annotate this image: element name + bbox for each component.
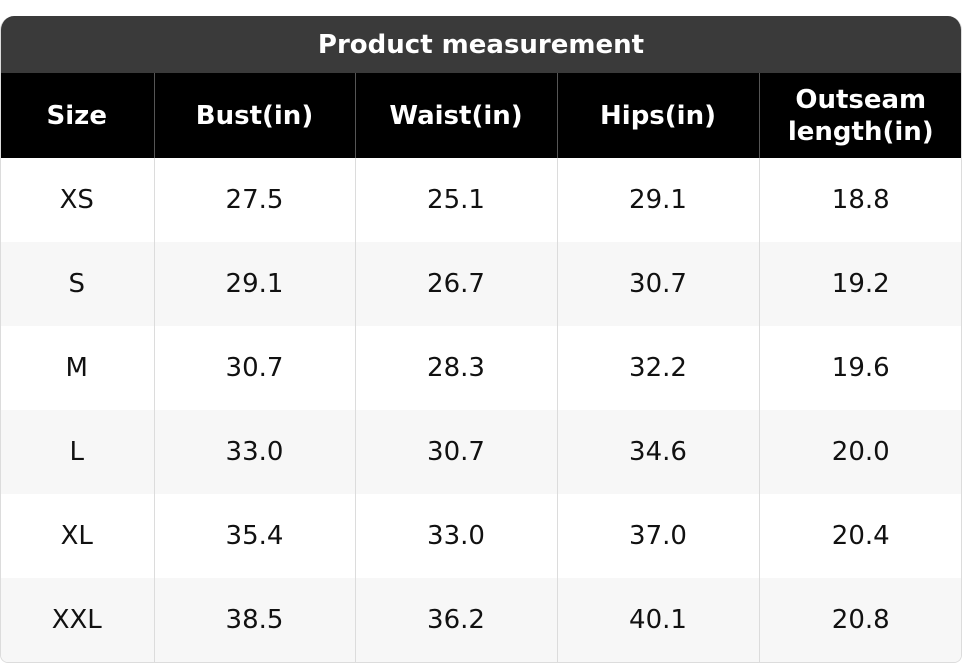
- table-row: XXL 38.5 36.2 40.1 20.8: [1, 578, 961, 662]
- measurement-cell: 20.8: [758, 578, 961, 662]
- measurement-cell: 32.2: [556, 326, 759, 410]
- measurement-cell: 19.6: [758, 326, 961, 410]
- measurement-cell: 36.2: [354, 578, 557, 662]
- measurement-cell: 27.5: [153, 158, 355, 242]
- measurement-cell: 30.7: [556, 242, 759, 326]
- measurement-cell: 25.1: [354, 158, 557, 242]
- size-cell: M: [65, 353, 88, 383]
- measurement-cell: 29.1: [556, 158, 759, 242]
- measurement-cell: 30.7: [153, 326, 355, 410]
- measurement-cell: 28.3: [354, 326, 557, 410]
- measurement-cell: 26.7: [354, 242, 557, 326]
- table-row: M 30.7 28.3 32.2 19.6: [1, 326, 961, 410]
- table-row: XL 35.4 33.0 37.0 20.4: [1, 494, 961, 578]
- measurement-cell: 33.0: [354, 494, 557, 578]
- measurement-cell: 34.6: [556, 410, 759, 494]
- size-cell: XL: [60, 521, 93, 551]
- measurement-cell: 30.7: [354, 410, 557, 494]
- size-cell: XS: [59, 185, 94, 215]
- table-row: L 33.0 30.7 34.6 20.0: [1, 410, 961, 494]
- size-cell: L: [1, 410, 154, 494]
- table-row: S 29.1 26.7 30.7 19.2: [1, 242, 961, 326]
- table-body: XS 27.5 25.1 29.1 18.8 S 29.1 26.7 30.7 19.2 M 30.7…: [1, 158, 961, 662]
- measurement-cell: 35.4: [153, 494, 355, 578]
- table-row: XS 27.5 25.1 29.1 18.8: [1, 158, 961, 242]
- header-cell: Outseam length(in): [758, 73, 961, 158]
- size-cell: XXL: [1, 578, 154, 662]
- measurement-cell: 18.8: [758, 158, 961, 242]
- size-table: Size Bust(in) Waist(in) Hips(in) Outseam len…: [1, 73, 961, 662]
- measurement-cell: 33.0: [153, 410, 355, 494]
- header-cell: Hips(in): [556, 73, 759, 158]
- size-cell: S: [1, 242, 154, 326]
- measurement-cell: 19.2: [758, 242, 961, 326]
- measurement-cell: 40.1: [556, 578, 759, 662]
- measurement-cell: 20.4: [758, 494, 961, 578]
- header-cell: Waist(in): [354, 73, 557, 158]
- header-cell: Bust(in): [153, 73, 355, 158]
- measurement-cell: 20.0: [758, 410, 961, 494]
- table-title: Product measurement: [1, 16, 961, 73]
- header-row: Size Bust(in) Waist(in) Hips(in) Outseam len…: [1, 73, 961, 158]
- header-cell: Size: [1, 73, 154, 158]
- size-table-card: Product measurement Size Bust(in) Waist(in…: [0, 16, 962, 663]
- measurement-cell: 37.0: [556, 494, 759, 578]
- measurement-cell: 29.1: [153, 242, 355, 326]
- measurement-cell: 38.5: [153, 578, 355, 662]
